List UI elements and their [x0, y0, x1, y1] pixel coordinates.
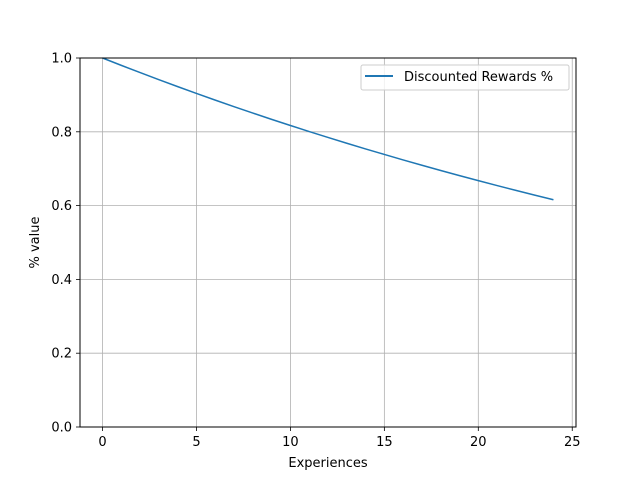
y-tick-label: 0.2: [51, 347, 72, 362]
series-line-discounted-rewards: [102, 57, 554, 201]
legend-entry-label: Discounted Rewards %: [404, 70, 553, 85]
y-tick-label: 0.6: [51, 199, 72, 214]
y-tick-label: 1.0: [51, 52, 72, 67]
legend: Discounted Rewards %: [360, 64, 570, 91]
legend-box: [360, 64, 570, 91]
x-tick-label: 10: [282, 435, 299, 450]
x-axis: 0 5 10 15 20 25: [98, 427, 581, 450]
x-tick-label: 5: [192, 435, 200, 450]
plot-area-frame: [79, 57, 577, 428]
y-tick-label: 0.8: [51, 125, 72, 140]
y-tick-label: 0.0: [51, 421, 72, 436]
y-tick-label: 0.4: [51, 273, 72, 288]
series-layer: [102, 57, 554, 201]
grid: [80, 57, 576, 428]
x-axis-label: Experiences: [288, 456, 367, 471]
x-tick-label: 20: [470, 435, 487, 450]
y-axis: 0.0 0.2 0.4 0.6 0.8 1.0: [51, 52, 80, 436]
y-axis-label: % value: [28, 217, 43, 269]
x-tick-label: 0: [98, 435, 106, 450]
x-tick-label: 25: [564, 435, 581, 450]
x-tick-label: 15: [376, 435, 393, 450]
